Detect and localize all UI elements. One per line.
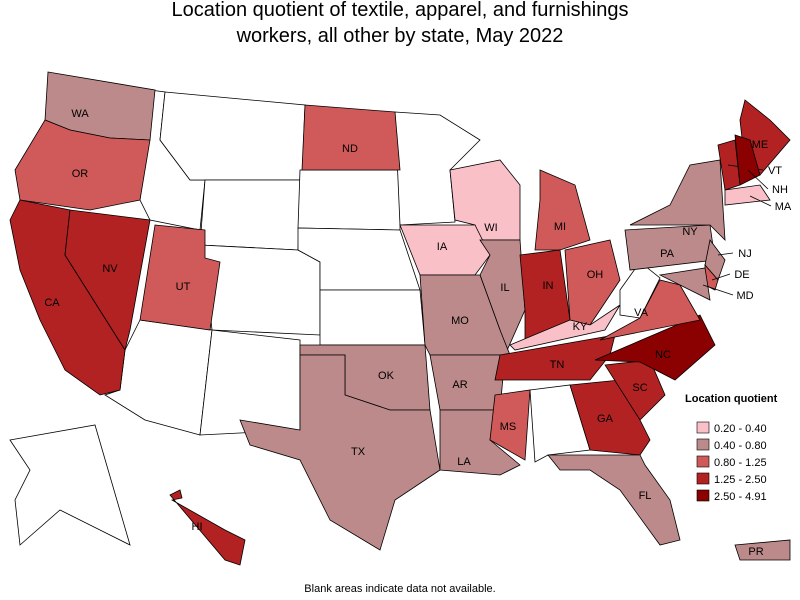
state-label: OH [587, 269, 604, 281]
state-shape [734, 134, 761, 186]
state-label: PR [748, 546, 763, 558]
legend-swatch [696, 489, 710, 502]
state-label: WA [71, 108, 89, 120]
state-shape [534, 169, 591, 251]
state-label: FL [639, 490, 652, 502]
state-shape [199, 329, 301, 436]
state-label: IL [500, 282, 509, 294]
state-label: TX [351, 446, 366, 458]
state-label: NJ [738, 248, 751, 260]
state-label: VA [634, 307, 649, 319]
legend-label: 2.50 - 4.91 [714, 491, 767, 503]
state-shape [494, 334, 616, 381]
blank-states [9, 89, 661, 546]
state-label: UT [176, 281, 191, 293]
state-label: DE [734, 269, 749, 281]
state-label: IA [437, 241, 448, 253]
state-shape [599, 279, 701, 341]
legend-title: Location quotient [685, 393, 778, 405]
leader-line [747, 169, 769, 190]
map-title: Location quotient of textile, apparel, a… [172, 0, 629, 47]
state-shape [658, 267, 711, 301]
state-label: ND [342, 143, 358, 155]
footnote: Blank areas indicate data not available. [304, 583, 495, 595]
state-label: MA [775, 201, 792, 213]
state-shape [734, 539, 791, 561]
legend-label: 0.40 - 0.80 [714, 440, 767, 452]
state-shape [399, 224, 491, 276]
state-shape [489, 389, 531, 461]
state-shape [297, 169, 401, 231]
state-shape [139, 224, 221, 331]
state-shape [64, 209, 151, 352]
legend-swatch [696, 455, 710, 468]
legend-label: 0.20 - 0.40 [714, 423, 767, 435]
state-label: KY [573, 321, 588, 333]
state-label: AR [452, 379, 467, 391]
state-label: NH [772, 184, 788, 196]
state-shape [564, 239, 621, 326]
state-label: PA [660, 248, 675, 260]
state-label: LA [457, 456, 471, 468]
state-label: MO [451, 315, 469, 327]
state-shape [159, 91, 306, 181]
legend-label: 1.25 - 2.50 [714, 474, 767, 486]
state-label: NC [655, 349, 671, 361]
state-label: OK [378, 370, 395, 382]
leader-line [717, 252, 734, 256]
legend-swatch [696, 421, 710, 434]
state-shape [14, 119, 151, 211]
state-shape [569, 379, 651, 456]
state-shape [319, 289, 426, 346]
state-label: CA [44, 297, 60, 309]
state-label: ME [752, 139, 769, 151]
legend-label: 0.80 - 1.25 [714, 457, 767, 469]
leader-line [711, 273, 731, 281]
state-label: VT [768, 165, 782, 177]
legend-swatch [696, 438, 710, 451]
state-label: NV [102, 263, 118, 275]
state-shape [169, 489, 246, 566]
state-label: IN [543, 280, 554, 292]
state-label: MS [500, 421, 517, 433]
state-shape [509, 304, 621, 351]
legend-swatch [696, 472, 710, 485]
state-label: HI [192, 521, 203, 533]
state-shape [547, 454, 681, 546]
state-label: GA [597, 413, 614, 425]
leader-line [702, 284, 734, 296]
state-shape [9, 424, 131, 546]
state-label: WI [484, 222, 497, 234]
leader-line [749, 195, 772, 207]
state-shape [239, 354, 441, 551]
state-label: MI [554, 221, 566, 233]
state-label: NY [682, 226, 698, 238]
state-label: OR [72, 168, 89, 180]
legend: Location quotient 0.20 - 0.40 0.40 - 0.80… [685, 393, 778, 503]
state-label: MD [736, 290, 753, 302]
state-label: TN [550, 359, 565, 371]
state-shape [529, 384, 591, 463]
state-shape [199, 244, 321, 336]
state-label: SC [632, 382, 647, 394]
state-shape [301, 104, 401, 171]
state-shape [199, 179, 303, 251]
